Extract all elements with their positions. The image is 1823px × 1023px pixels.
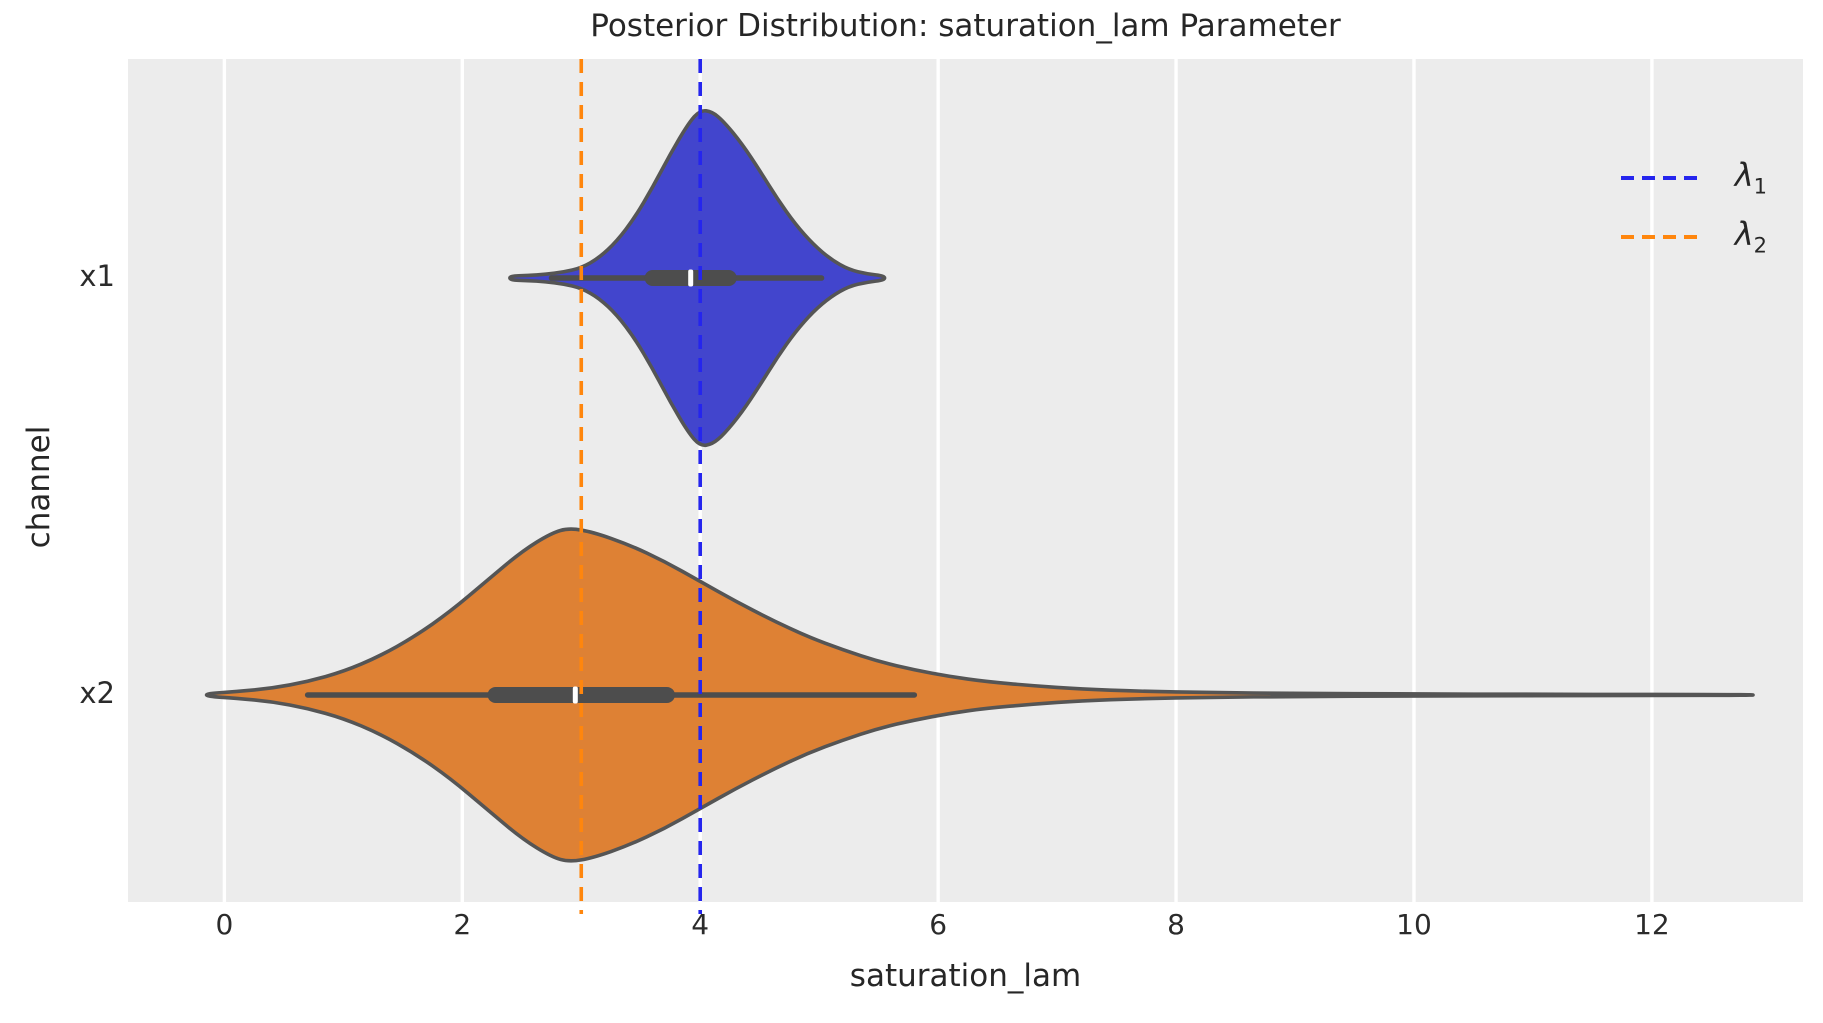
x-tick-label-6: 6 bbox=[929, 908, 948, 941]
legend-dash-swatch-lambda_2 bbox=[1620, 235, 1705, 239]
legend-label-lambda_1: λ1 bbox=[1734, 155, 1767, 199]
median-tick-x1 bbox=[688, 269, 694, 287]
median-tick-x2 bbox=[572, 686, 578, 704]
y-axis-label: channel bbox=[21, 425, 57, 549]
legend-dash-swatch-lambda_1 bbox=[1620, 176, 1705, 180]
x-axis-label: saturation_lam bbox=[849, 958, 1082, 994]
legend: λ1 λ2 bbox=[1620, 155, 1767, 258]
x-tick-label-12: 12 bbox=[1634, 908, 1670, 941]
y-tick-label-x1: x1 bbox=[79, 259, 115, 293]
x-tick-label-0: 0 bbox=[215, 908, 234, 941]
violin-x2-shape bbox=[204, 527, 1755, 863]
legend-item-lambda_2: λ2 bbox=[1620, 214, 1767, 258]
x-tick-label-2: 2 bbox=[453, 908, 472, 941]
plot-area: λ1 λ2 bbox=[128, 59, 1803, 914]
chart-title: Posterior Distribution: saturation_lam P… bbox=[590, 8, 1341, 44]
legend-item-lambda_1: λ1 bbox=[1620, 155, 1767, 199]
x-tick-label-4: 4 bbox=[691, 908, 710, 941]
legend-label-lambda_2: λ2 bbox=[1734, 214, 1767, 258]
x-tick-label-10: 10 bbox=[1396, 908, 1432, 941]
violin-plot-canvas bbox=[204, 59, 1755, 914]
y-tick-label-x2: x2 bbox=[79, 675, 115, 710]
x-tick-label-8: 8 bbox=[1167, 908, 1185, 941]
